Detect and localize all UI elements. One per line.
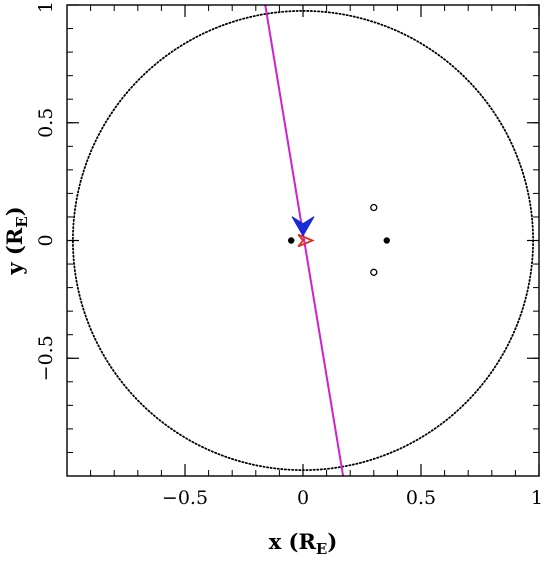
y-axis-label-subscript: E (13, 216, 31, 227)
x-axis-label: x (RE) (269, 529, 338, 558)
x-axis-label-close: ) (327, 529, 337, 554)
x-axis-label-main: x (R (269, 529, 317, 554)
x-tick-label: 0 (297, 487, 309, 509)
data-layer (71, 5, 535, 476)
y-tick-label: 0.5 (35, 108, 57, 138)
axes-layer (66, 4, 540, 477)
x-axis-label-subscript: E (316, 540, 327, 558)
y-tick-label: 1 (35, 1, 57, 13)
y-axis-label: y (RE) (2, 206, 31, 275)
x-tick-label: −0.5 (162, 487, 208, 509)
y-tick-label: −0.5 (35, 335, 57, 381)
lens-marker-1 (288, 237, 295, 244)
image-marker-2 (370, 268, 378, 276)
lens-marker-2 (383, 237, 390, 244)
y-axis-label-close: ) (2, 206, 27, 216)
x-tick-label: 1 (531, 487, 543, 509)
y-axis-label-main: y (R (2, 227, 27, 275)
image-marker-1 (370, 203, 378, 212)
x-tick-label: 0.5 (406, 487, 436, 509)
source-position-marker (291, 216, 315, 237)
y-tick-label: 0 (35, 234, 57, 246)
source-trajectory-line (264, 5, 345, 476)
